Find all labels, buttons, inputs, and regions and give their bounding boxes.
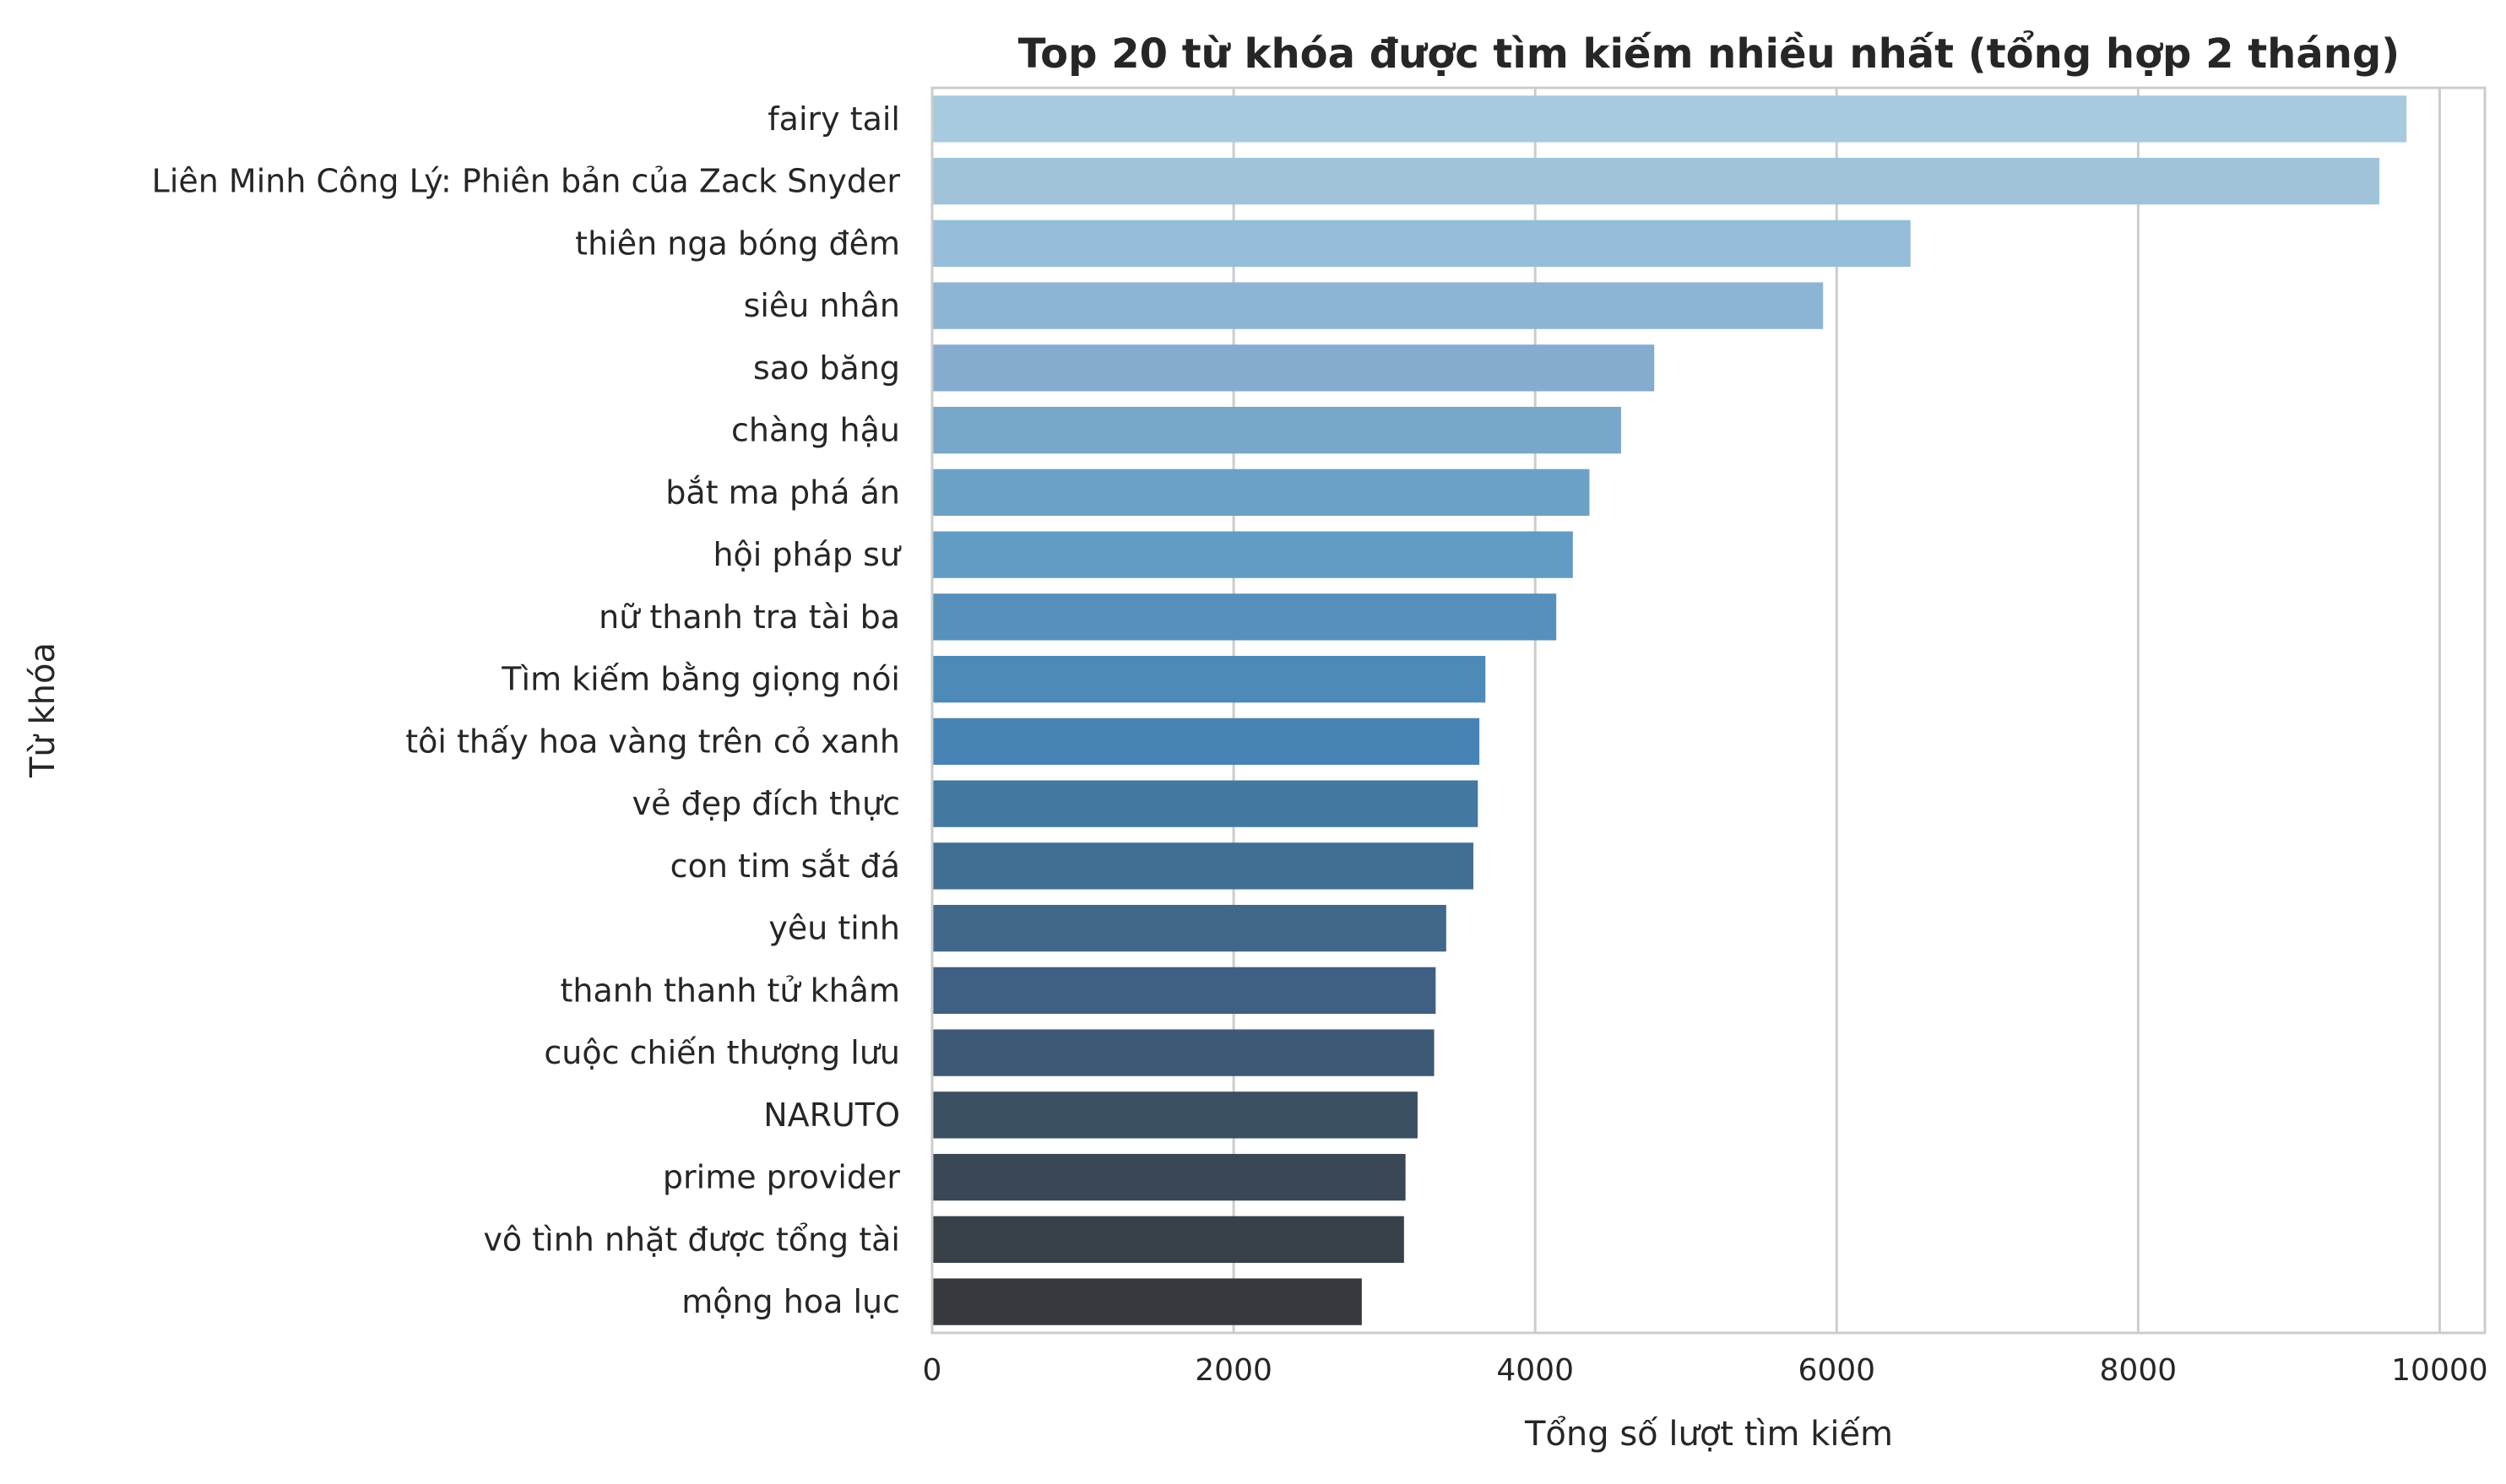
- y-tick-label: bắt ma phá án: [665, 474, 900, 511]
- y-axis-label: Từ khóa: [24, 642, 62, 778]
- x-tick-label: 0: [923, 1353, 942, 1388]
- y-tick-label: nữ thanh tra tài ba: [599, 598, 900, 636]
- bar: [932, 1029, 1435, 1076]
- y-tick-label: sao băng: [753, 349, 900, 387]
- x-tick-label: 8000: [2100, 1353, 2178, 1388]
- y-tick-label: vô tình nhặt được tổng tài: [483, 1221, 900, 1258]
- y-tick-label: Tìm kiếm bằng giọng nói: [501, 661, 900, 698]
- y-tick-label: tôi thấy hoa vàng trên cỏ xanh: [405, 723, 900, 760]
- y-tick-label: fairy tail: [768, 100, 900, 138]
- y-tick-label: mộng hoa lục: [681, 1283, 900, 1320]
- y-tick-label: yêu tinh: [768, 910, 900, 947]
- bar: [932, 406, 1621, 454]
- y-tick-label: vẻ đẹp đích thực: [632, 785, 900, 822]
- bar: [932, 95, 2407, 143]
- bar: [932, 904, 1446, 952]
- bar: [932, 1091, 1418, 1139]
- bar: [932, 468, 1590, 517]
- bar: [932, 531, 1573, 578]
- bar: [932, 344, 1655, 392]
- bar: [932, 967, 1436, 1015]
- y-tick-label: Liên Minh Công Lý: Phiên bản của Zack Sn…: [152, 163, 901, 200]
- y-tick-label: con tim sắt đá: [670, 848, 900, 885]
- y-tick-label: NARUTO: [763, 1097, 900, 1134]
- bar: [932, 718, 1480, 766]
- y-tick-label: siêu nhân: [744, 287, 900, 324]
- plot-frame: [930, 86, 2487, 1335]
- x-axis-label: Tổng số lượt tìm kiếm: [1524, 1415, 1893, 1454]
- bar: [932, 157, 2380, 205]
- x-tick-label: 6000: [1798, 1353, 1875, 1388]
- bar: [932, 1216, 1404, 1264]
- bar: [932, 219, 1911, 268]
- x-tick-label: 10000: [2391, 1353, 2488, 1388]
- y-tick-label: prime provider: [663, 1159, 900, 1196]
- chart-title: Top 20 từ khóa được tìm kiếm nhiều nhất …: [1018, 30, 2400, 78]
- bar: [932, 1153, 1406, 1201]
- bar: [932, 593, 1557, 641]
- bar: [932, 780, 1478, 827]
- bar: [932, 282, 1824, 329]
- y-tick-label: thiên nga bóng đêm: [575, 225, 900, 262]
- y-tick-label: chàng hậu: [731, 412, 900, 449]
- x-tick-label: 2000: [1195, 1353, 1272, 1388]
- x-tick-label: 4000: [1496, 1353, 1574, 1388]
- bar: [932, 1278, 1362, 1325]
- y-tick-label: cuộc chiến thượng lưu: [544, 1034, 900, 1071]
- y-tick-label: hội pháp sư: [713, 536, 901, 573]
- y-tick-label: thanh thanh tử khâm: [561, 972, 901, 1009]
- bar: [932, 655, 1486, 703]
- bar: [932, 842, 1473, 890]
